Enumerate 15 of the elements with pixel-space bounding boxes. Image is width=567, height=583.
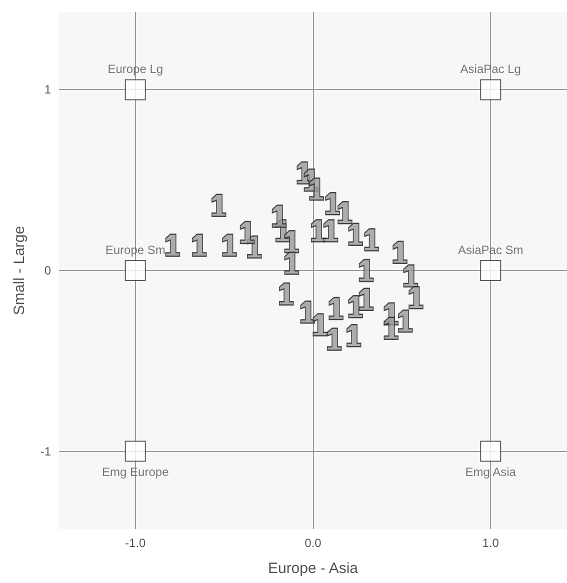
y-tick-label: 0 xyxy=(44,264,52,278)
point xyxy=(124,260,146,281)
y-tick-label: -1 xyxy=(40,444,52,458)
point xyxy=(480,260,502,281)
y-axis-title: Small - Large xyxy=(11,226,28,316)
data-label: Emg Asia xyxy=(465,464,516,479)
point xyxy=(124,79,146,100)
point xyxy=(480,79,502,100)
x-axis-title: Europe - Asia xyxy=(268,560,359,577)
x-tick-label: -1.0 xyxy=(125,536,146,550)
point xyxy=(124,440,146,462)
y-tick-label: 1 xyxy=(44,82,52,97)
x-tick-label: 1.0 xyxy=(482,536,500,550)
point xyxy=(480,440,502,462)
x-tick-label: 0.0 xyxy=(304,536,322,550)
